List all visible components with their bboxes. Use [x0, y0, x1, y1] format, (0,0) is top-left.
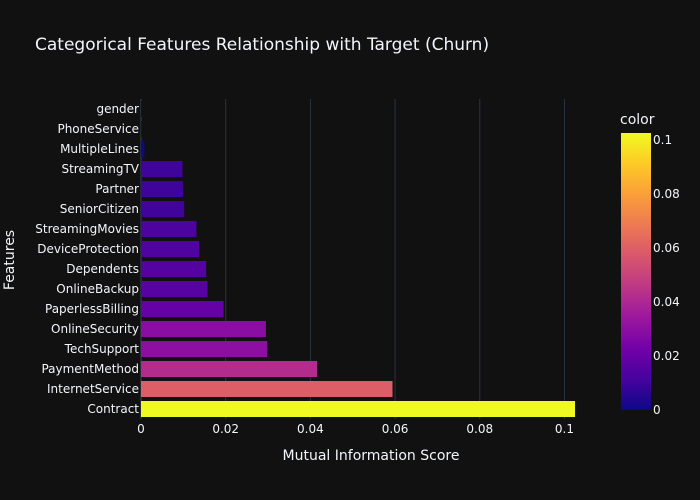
x-axis-title: Mutual Information Score	[283, 448, 460, 464]
bar-InternetService[interactable]	[141, 381, 393, 397]
y-tick-label: PaperlessBilling	[45, 302, 139, 316]
colorbar-tick-label: 0	[653, 403, 661, 417]
colorbar: color 0 0.02 0.04 0.06 0.08 0.1	[620, 112, 680, 417]
bar-gender[interactable]	[141, 101, 142, 117]
y-tick-label: MultipleLines	[60, 142, 139, 156]
y-tick-label: Contract	[87, 402, 139, 416]
colorbar-tick-label: 0.08	[653, 187, 680, 201]
y-tick-label: DeviceProtection	[37, 242, 139, 256]
y-tick-label: StreamingTV	[61, 162, 139, 176]
y-tick-label: SeniorCitizen	[60, 202, 139, 216]
bar-Dependents[interactable]	[141, 261, 207, 277]
x-tick-label: 0.06	[382, 422, 409, 436]
bar-MultipleLines[interactable]	[141, 141, 145, 157]
bar-SeniorCitizen[interactable]	[141, 201, 185, 217]
colorbar-tick-label: 0.06	[653, 241, 680, 255]
y-tick-label: PhoneService	[57, 122, 139, 136]
y-tick-label: OnlineSecurity	[51, 322, 139, 336]
bars	[141, 101, 576, 417]
colorbar-gradient	[621, 133, 651, 410]
bar-PaymentMethod[interactable]	[141, 361, 318, 377]
colorbar-title: color	[620, 112, 655, 128]
y-tick-label: StreamingMovies	[35, 222, 139, 236]
colorbar-tick-label: 0.04	[653, 295, 680, 309]
y-tick-label: PaymentMethod	[41, 362, 139, 376]
chart-title: Categorical Features Relationship with T…	[35, 35, 489, 55]
bar-TechSupport[interactable]	[141, 341, 268, 357]
colorbar-tick-label: 0.02	[653, 349, 680, 363]
x-tick-label: 0.02	[212, 422, 239, 436]
bar-Partner[interactable]	[141, 181, 183, 197]
y-tick-label: Dependents	[66, 262, 139, 276]
x-axis-ticks: 0 0.02 0.04 0.06 0.08 0.1	[137, 422, 574, 436]
bar-StreamingTV[interactable]	[141, 161, 183, 177]
x-tick-label: 0.04	[297, 422, 324, 436]
y-tick-label: OnlineBackup	[56, 282, 139, 296]
y-tick-label: TechSupport	[64, 342, 140, 356]
colorbar-ticks: 0 0.02 0.04 0.06 0.08 0.1	[653, 133, 680, 417]
y-axis-ticks: gender PhoneService MultipleLines Streaming…	[35, 102, 140, 416]
x-tick-label: 0	[137, 422, 145, 436]
bar-OnlineBackup[interactable]	[141, 281, 208, 297]
x-tick-label: 0.08	[466, 422, 493, 436]
bar-OnlineSecurity[interactable]	[141, 321, 266, 337]
bar-PaperlessBilling[interactable]	[141, 301, 224, 317]
bar-Contract[interactable]	[141, 401, 576, 417]
bar-StreamingMovies[interactable]	[141, 221, 197, 237]
y-tick-label: InternetService	[47, 382, 139, 396]
bar-DeviceProtection[interactable]	[141, 241, 200, 257]
y-axis-title: Features	[2, 230, 18, 290]
y-tick-label: Partner	[95, 182, 139, 196]
colorbar-tick-label: 0.1	[653, 133, 672, 147]
x-tick-label: 0.1	[555, 422, 574, 436]
y-tick-label: gender	[96, 102, 139, 116]
bar-PhoneService[interactable]	[141, 121, 142, 137]
